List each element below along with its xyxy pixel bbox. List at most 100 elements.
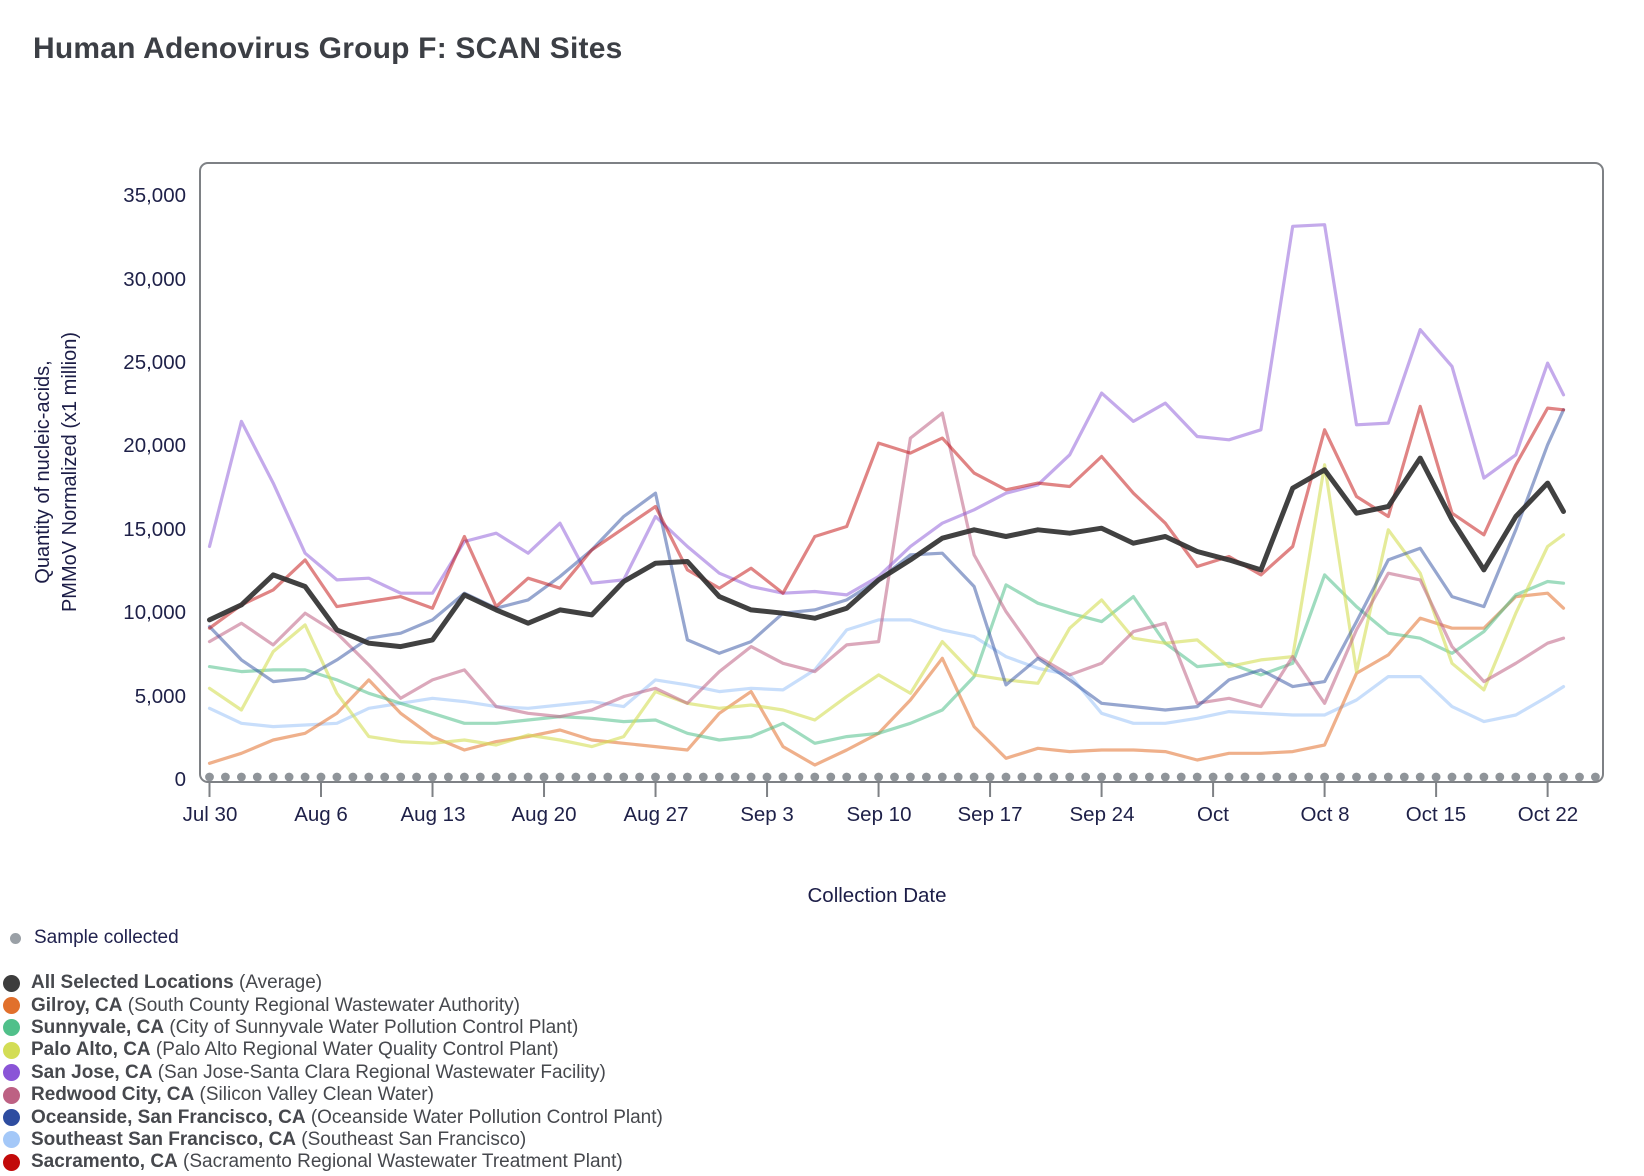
series-line-southeast-sf[interactable] [207,618,1566,729]
sample-dot [316,772,326,782]
sample-dot [1304,772,1314,782]
sample-dot [1208,772,1218,782]
legend-item-palo-alto-ca[interactable]: Palo Alto, CA (Palo Alto Regional Water … [3,1039,663,1061]
legend-item-gilroy-ca[interactable]: Gilroy, CA (South County Regional Wastew… [3,994,663,1016]
x-tick-label-oct-8: Oct 8 [1300,803,1350,826]
sample-dot [1383,772,1393,782]
legend-item-san-jose-ca[interactable]: San Jose, CA (San Jose-Santa Clara Regio… [3,1062,663,1084]
legend-item-sunnyvale-ca[interactable]: Sunnyvale, CA (City of Sunnyvale Water P… [3,1017,663,1039]
sample-dot [603,772,613,782]
series-line-oceanside[interactable] [207,408,1566,712]
y-tick-label-30000: 30,000 [123,268,186,291]
legend-item-label: Sunnyvale, CA (City of Sunnyvale Water P… [31,1016,579,1038]
legend-color-dot-icon [3,1019,20,1037]
x-tick-label-oct-15: Oct 15 [1405,803,1467,826]
x-tick-label-oct: Oct [1197,803,1229,826]
sample-dot [858,772,867,782]
sample-dot [1368,772,1377,782]
sample-collected-dots [205,772,1600,782]
sample-dot [1479,772,1489,782]
series-line-sunnyvale[interactable] [207,573,1566,745]
series-line-average[interactable] [207,455,1566,650]
sample-dot [252,772,262,782]
sample-dot [1559,772,1568,782]
sample-dot [1129,772,1138,782]
sample-dot [1049,772,1059,782]
sample-dot [460,772,469,782]
sample-dot [1272,772,1282,782]
sample-dot [444,772,453,782]
series-line-palo-alto[interactable] [207,463,1566,749]
page-title: Human Adenovirus Group F: SCAN Sites [33,32,623,65]
sample-dot [571,772,581,782]
sample-dot [635,772,644,782]
legend-color-dot-icon [3,997,20,1015]
x-axis-label: Collection Date [807,884,947,907]
sample-dot [539,772,549,782]
x-tick-label-aug-6: Aug 6 [294,803,348,826]
x-tick-label-sep-10: Sep 10 [846,803,912,826]
sample-dot [555,772,565,782]
sample-dot [221,772,230,782]
legend-item-southeast-san-francisco-ca[interactable]: Southeast San Francisco, CA (Southeast S… [3,1129,663,1151]
legend-locations: All Selected Locations (Average) Gilroy, … [3,972,663,1174]
legend-item-label: Oceanside, San Francisco, CA (Oceanside … [31,1106,663,1128]
sample-dot [1065,772,1075,782]
series-line-san-jose[interactable] [207,223,1566,597]
sample-dot [1033,772,1043,782]
sample-dot [922,772,931,782]
legend-item-sacramento-ca[interactable]: Sacramento, CA (Sacramento Regional Wast… [3,1151,663,1173]
y-tick-label-25000: 25,000 [123,351,186,374]
sample-dot [1160,772,1170,782]
sample-dot [1176,772,1186,782]
sample-dot [237,772,246,782]
sample-dot [1415,772,1425,782]
sample-dot [1256,772,1266,782]
legend-color-dot-icon [3,1086,20,1104]
sample-dot [523,772,533,782]
sample-dot [396,772,406,782]
legend-sample-collected: Sample collected [10,926,179,950]
legend-item-oceanside-san-francisco-ca[interactable]: Oceanside, San Francisco, CA (Oceanside … [3,1106,663,1128]
legend-item-redwood-city-ca[interactable]: Redwood City, CA (Silicon Valley Clean W… [3,1084,663,1106]
sample-dot [348,772,358,782]
x-axis-tick-marks [208,782,1549,797]
sample-dot [1543,772,1552,782]
legend-item-label: Palo Alto, CA (Palo Alto Regional Water … [31,1039,559,1061]
series-line-sacramento[interactable] [207,404,1566,630]
legend-color-dot-icon [3,974,20,992]
sample-dot [698,772,708,782]
legend-color-dot-icon [3,1131,20,1149]
y-axis-label: Quantity of nucleic-acids, PMMoV Normali… [30,212,84,732]
y-tick-label-5000: 5,000 [134,685,186,708]
y-axis-label-line2: PMMoV Normalized (x1 million) [59,331,81,613]
x-tick-label-oct-22: Oct 22 [1517,803,1579,826]
sample-dot [1336,772,1345,782]
x-tick-label-sep-3: Sep 3 [740,803,794,826]
sample-dot [332,772,342,782]
sample-dot [1352,772,1361,782]
sample-dot [1001,772,1011,782]
sample-dot [730,772,740,782]
sample-dot [1495,772,1505,782]
series-line-gilroy[interactable] [207,591,1566,767]
sample-dot [1320,772,1329,782]
sample-dot [284,772,294,782]
sample-dot [1447,772,1457,782]
x-tick-label-jul-30: Jul 30 [182,803,238,826]
sample-dot [1145,772,1154,782]
sample-dot [667,772,676,782]
legend-item-label: All Selected Locations (Average) [31,972,323,994]
legend-color-dot-icon [3,1041,20,1059]
series-line-redwood-city[interactable] [207,411,1566,719]
legend-item-all-selected-locations[interactable]: All Selected Locations (Average) [3,972,663,994]
sample-dot [826,772,836,782]
plot-border [199,162,1604,783]
sample-collected-label: Sample collected [34,927,179,948]
sample-dot [364,772,374,782]
x-tick-label-sep-17: Sep 17 [957,803,1023,826]
legend-item-label: Sacramento, CA (Sacramento Regional Wast… [31,1151,623,1173]
sample-dot [778,772,788,782]
sample-collected-dot-icon [10,932,21,944]
